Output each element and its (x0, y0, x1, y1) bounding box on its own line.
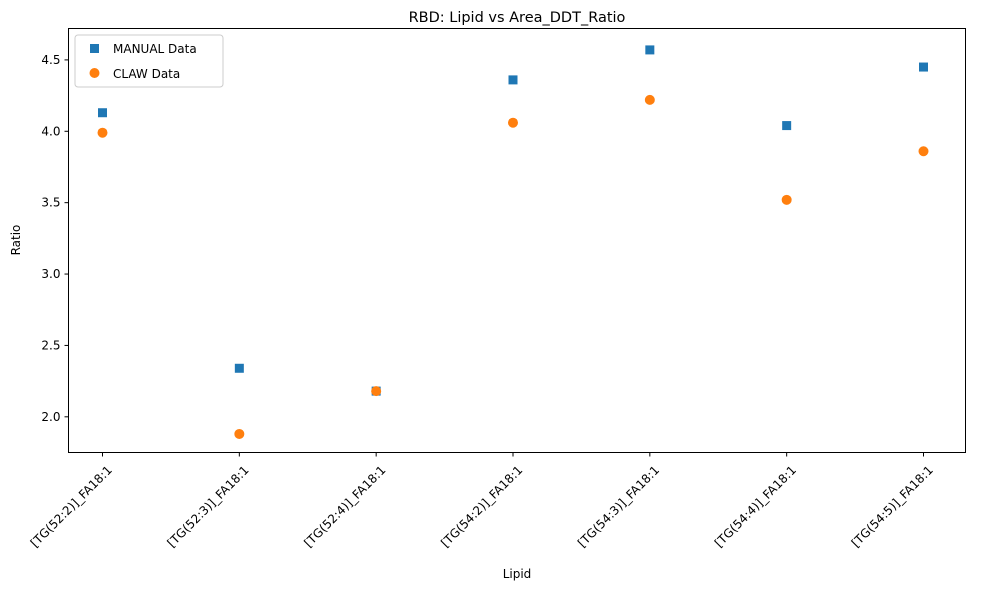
chart-title: RBD: Lipid vs Area_DDT_Ratio (409, 10, 626, 26)
legend-label-manual: MANUAL Data (113, 42, 197, 56)
legend-marker-claw (89, 68, 100, 78)
data-points (97, 45, 929, 439)
x-tick-label: [TG(54:2)]_FA18:1 (438, 463, 525, 550)
y-tick-label: 4.0 (41, 124, 60, 138)
x-tick-label: [TG(52:2)]_FA18:1 (28, 463, 115, 550)
claw-data-point (97, 127, 108, 138)
legend-label-claw: CLAW Data (113, 67, 180, 81)
y-tick-label: 2.5 (41, 338, 60, 352)
claw-data-point (508, 117, 518, 128)
manual-data-point (645, 45, 655, 55)
x-tick-label: [TG(52:4)]_FA18:1 (301, 463, 388, 550)
x-tick-label: [TG(54:3)]_FA18:1 (575, 463, 662, 550)
y-tick-label: 3.0 (41, 267, 60, 281)
legend-box (74, 34, 224, 88)
y-tick-label: 2.0 (41, 410, 60, 424)
x-tick-label: [TG(52:3)]_FA18:1 (165, 463, 252, 550)
y-tick-label: 3.5 (41, 196, 60, 210)
manual-data-point (782, 121, 792, 131)
claw-data-point (918, 146, 929, 157)
manual-data-point (508, 75, 518, 85)
x-axis-label: Lipid (503, 567, 532, 581)
claw-data-point (234, 428, 245, 439)
claw-data-point (371, 386, 382, 397)
y-tick-label: 4.5 (41, 53, 60, 67)
legend: MANUAL Data CLAW Data (74, 34, 224, 88)
axes-frame (68, 28, 966, 453)
manual-data-point (98, 108, 107, 118)
manual-data-point (919, 62, 928, 72)
claw-data-point (644, 94, 655, 105)
axes-ticks: 2.0 2.5 3.0 3.5 4.0 4.5 [TG(52:2)]_FA18:1 [TG(5… (28, 53, 936, 550)
y-axis-label: Ratio (9, 225, 23, 256)
claw-data-point (781, 194, 792, 205)
x-tick-label: [TG(54:4)]_FA18:1 (712, 463, 799, 550)
legend-marker-manual (90, 44, 99, 53)
x-tick-label: [TG(54:5)]_FA18:1 (849, 463, 936, 550)
manual-data-point (234, 363, 244, 373)
